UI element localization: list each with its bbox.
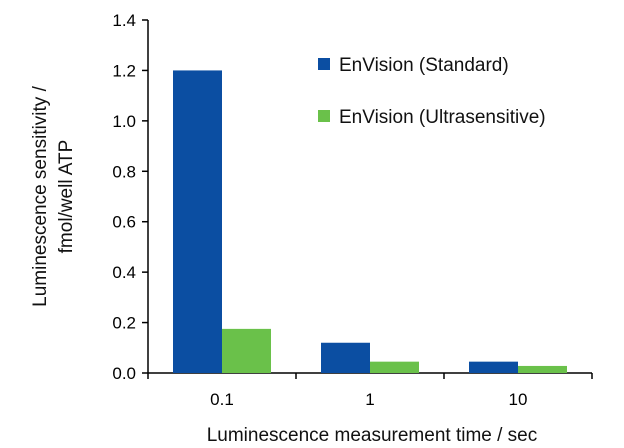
x-tick-label: 1 [365,390,374,409]
y-tick-label: 0.0 [112,364,136,383]
y-tick-label: 0.8 [112,162,136,181]
y-axis-title-line: Luminescence sensitivity / [30,85,51,306]
legend: EnVision (Standard) EnVision (Ultrasensit… [318,55,546,128]
bar-standard-0_1 [173,70,222,373]
y-tick-label: 1.4 [112,11,136,30]
x-tick-label: 0.1 [210,390,234,409]
bar-ultrasensitive-10 [518,365,567,373]
bar-standard-1 [321,342,370,373]
bar-ultrasensitive-1 [370,361,419,373]
bar-standard-10 [469,361,518,373]
bars [173,70,567,373]
y-tick-label: 0.4 [112,263,136,282]
y-tick-label: 1.0 [112,112,136,131]
legend-label: EnVision (Standard) [339,55,509,76]
bar-ultrasensitive-0_1 [222,328,271,373]
legend-label: EnVision (Ultrasensitive) [339,107,546,128]
legend-swatch [318,58,330,70]
x-tick-label: 10 [509,390,528,409]
legend-swatch [318,110,330,122]
y-tick-label: 1.2 [112,61,136,80]
y-axis-title: Luminescence sensitivity / fmol/well ATP [30,85,77,306]
y-axis-ticks: 0.0 0.2 0.4 0.6 0.8 1.0 1.2 1.4 [112,11,148,383]
x-axis-ticks: 0.1 1 10 [147,373,593,409]
x-axis-title: Luminescence measurement time / sec [207,425,538,446]
y-axis-title-line: fmol/well ATP [56,140,77,254]
y-tick-label: 0.6 [112,213,136,232]
y-tick-label: 0.2 [112,314,136,333]
